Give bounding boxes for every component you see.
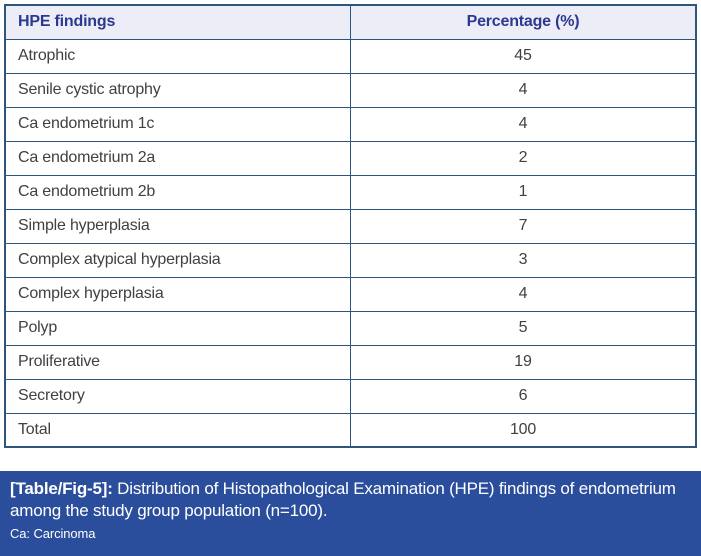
caption-label: [Table/Fig-5]: xyxy=(10,479,113,498)
percentage-cell: 19 xyxy=(350,344,697,380)
table-row: Total 100 xyxy=(4,412,697,448)
table-row: Secretory 6 xyxy=(4,378,697,414)
finding-cell: Atrophic xyxy=(4,38,351,74)
percentage-cell: 4 xyxy=(350,106,697,142)
hpe-findings-table: HPE findings Percentage (%) Atrophic 45 Se… xyxy=(4,4,697,448)
caption-text: Distribution of Histopathological Examin… xyxy=(10,479,676,520)
finding-cell: Ca endometrium 1c xyxy=(4,106,351,142)
finding-cell: Proliferative xyxy=(4,344,351,380)
table-row: Atrophic 45 xyxy=(4,38,697,74)
header-row: HPE findings Percentage (%) xyxy=(4,4,697,40)
table-row: Ca endometrium 2b 1 xyxy=(4,174,697,210)
table-row: Polyp 5 xyxy=(4,310,697,346)
finding-cell: Complex atypical hyperplasia xyxy=(4,242,351,278)
caption-abbreviation-note: Ca: Carcinoma xyxy=(10,526,96,541)
column-header-percentage: Percentage (%) xyxy=(350,4,697,40)
table-row: Senile cystic atrophy 4 xyxy=(4,72,697,108)
finding-cell: Ca endometrium 2b xyxy=(4,174,351,210)
finding-cell: Simple hyperplasia xyxy=(4,208,351,244)
percentage-cell: 4 xyxy=(350,72,697,108)
percentage-cell: 4 xyxy=(350,276,697,312)
table-body: Atrophic 45 Senile cystic atrophy 4 Ca endom… xyxy=(4,38,697,448)
percentage-cell: 45 xyxy=(350,38,697,74)
table-header: HPE findings Percentage (%) xyxy=(4,4,697,40)
percentage-cell: 7 xyxy=(350,208,697,244)
percentage-cell: 100 xyxy=(350,412,697,448)
table-caption: [Table/Fig-5]: Distribution of Histopath… xyxy=(10,478,687,522)
table-row: Proliferative 19 xyxy=(4,344,697,380)
finding-cell: Secretory xyxy=(4,378,351,414)
caption-band: [Table/Fig-5]: Distribution of Histopath… xyxy=(0,471,701,556)
table-row: Ca endometrium 1c 4 xyxy=(4,106,697,142)
finding-cell: Ca endometrium 2a xyxy=(4,140,351,176)
percentage-cell: 2 xyxy=(350,140,697,176)
finding-cell: Senile cystic atrophy xyxy=(4,72,351,108)
column-header-hpe-findings: HPE findings xyxy=(4,4,351,40)
finding-cell: Total xyxy=(4,412,351,448)
percentage-cell: 5 xyxy=(350,310,697,346)
table-row: Simple hyperplasia 7 xyxy=(4,208,697,244)
table-row: Complex atypical hyperplasia 3 xyxy=(4,242,697,278)
finding-cell: Polyp xyxy=(4,310,351,346)
table-row: Complex hyperplasia 4 xyxy=(4,276,697,312)
finding-cell: Complex hyperplasia xyxy=(4,276,351,312)
percentage-cell: 1 xyxy=(350,174,697,210)
percentage-cell: 6 xyxy=(350,378,697,414)
table-row: Ca endometrium 2a 2 xyxy=(4,140,697,176)
percentage-cell: 3 xyxy=(350,242,697,278)
